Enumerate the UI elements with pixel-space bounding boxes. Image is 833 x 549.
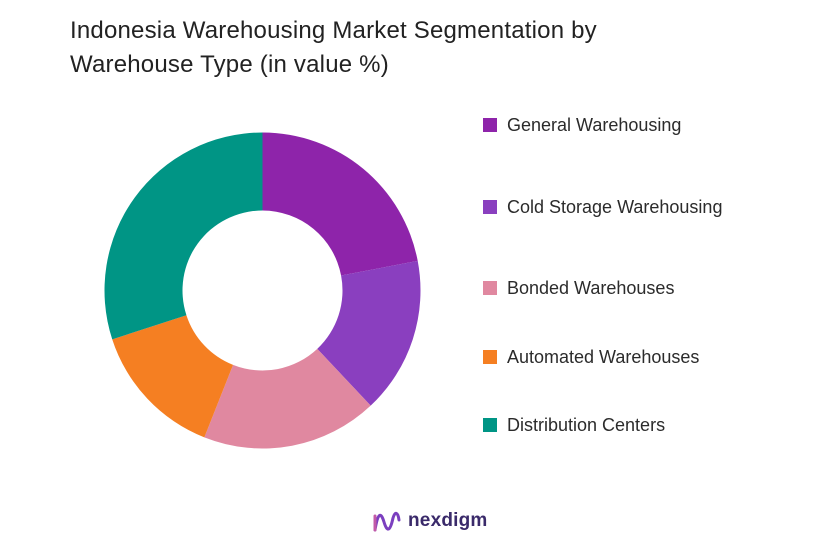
legend-item: Distribution Centers — [483, 412, 665, 438]
donut-chart — [104, 132, 421, 449]
brand-name: nexdigm — [408, 510, 488, 531]
legend-swatch — [483, 350, 497, 364]
chart-title: Indonesia Warehousing Market Segmentatio… — [70, 14, 710, 82]
legend-label: Distribution Centers — [507, 414, 666, 435]
legend-swatch — [483, 418, 497, 432]
donut-slice-general-warehousing — [262, 132, 418, 276]
legend-swatch — [483, 118, 497, 132]
legend-item: Bonded Warehouses — [483, 275, 674, 301]
legend-swatch — [483, 200, 497, 214]
chart-title-line-1: Indonesia Warehousing Market Segmentatio… — [70, 17, 597, 44]
legend-label: Cold Storage Warehousing — [507, 196, 723, 217]
donut-slice-automated-warehouses — [112, 315, 234, 438]
chart-title-line-2: Warehouse Type (in value %) — [70, 51, 389, 78]
legend-item: Cold Storage Warehousing — [483, 194, 722, 220]
brand-logo: nexdigm — [372, 506, 488, 536]
legend-swatch — [483, 281, 497, 295]
donut-slice-cold-storage-warehousing — [317, 260, 421, 406]
legend-item: Automated Warehouses — [483, 344, 699, 370]
donut-slice-distribution-centers — [104, 132, 263, 340]
nexdigm-wave-logo-icon — [373, 511, 401, 532]
legend-item: General Warehousing — [483, 112, 681, 138]
donut-slice-bonded-warehouses — [204, 348, 371, 449]
legend-label: Bonded Warehouses — [507, 277, 675, 298]
legend-label: General Warehousing — [507, 114, 682, 135]
legend-label: Automated Warehouses — [507, 346, 700, 367]
